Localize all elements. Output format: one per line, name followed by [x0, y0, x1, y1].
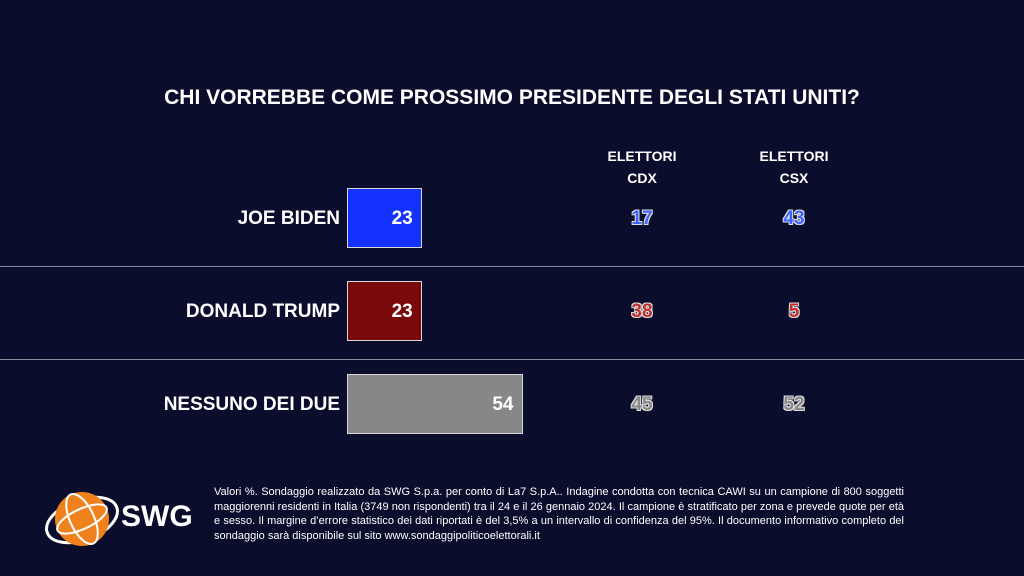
- bar-value-label: 23: [391, 301, 413, 322]
- column-value: 17: [631, 208, 653, 229]
- column-value: 5: [788, 301, 800, 322]
- row-separator: [0, 359, 1024, 360]
- row-separator: [0, 266, 1024, 267]
- bar-value-label: 23: [391, 208, 413, 229]
- bar-value-label: 54: [492, 394, 514, 415]
- column-value: 43: [783, 208, 805, 229]
- category-label: NESSUNO DEI DUE: [163, 394, 340, 415]
- column-value: 52: [783, 394, 805, 415]
- chart-title: CHI VORREBBE COME PROSSIMO PRESIDENTE DE…: [164, 86, 860, 109]
- column-header: ELETTORI CSX: [759, 148, 829, 186]
- bar: [347, 188, 422, 248]
- category-label: JOE BIDEN: [237, 208, 340, 229]
- column-value: 38: [631, 301, 653, 322]
- footnote: Valori %. Sondaggio realizzato da SWG S.…: [214, 486, 904, 542]
- column-header: ELETTORI CDX: [607, 148, 677, 186]
- bar: [347, 281, 422, 341]
- column-value: 45: [631, 394, 653, 415]
- logo-text: SWG: [121, 500, 193, 533]
- category-label: DONALD TRUMP: [185, 301, 340, 322]
- bar: [347, 374, 523, 434]
- logo-globe: [45, 492, 119, 546]
